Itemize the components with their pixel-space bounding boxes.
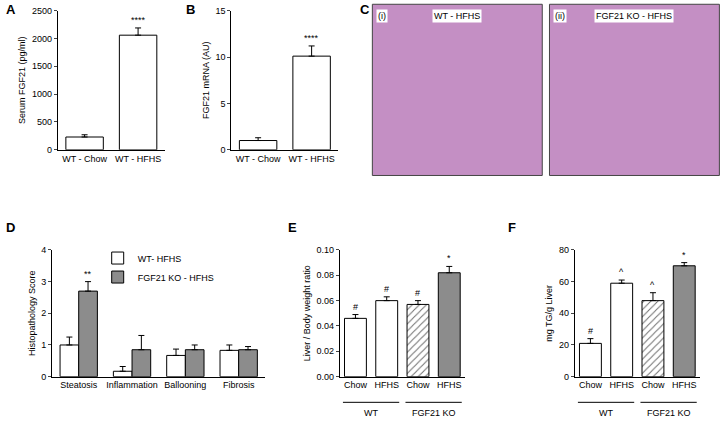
svg-text:FGF21 KO - HFHS: FGF21 KO - HFHS: [596, 11, 672, 21]
svg-text:WT - Chow: WT - Chow: [236, 154, 281, 164]
svg-text:(ii): (ii): [555, 11, 565, 21]
svg-text:HFHS: HFHS: [672, 380, 697, 390]
svg-text:5: 5: [221, 99, 226, 109]
svg-text:Inflammation: Inflammation: [106, 380, 158, 390]
svg-text:80: 80: [559, 245, 569, 255]
svg-text:60: 60: [559, 277, 569, 287]
svg-text:HFHS: HFHS: [609, 380, 634, 390]
svg-text:WT - HFHS: WT - HFHS: [115, 154, 161, 164]
svg-text:2: 2: [41, 308, 46, 318]
svg-text:15: 15: [216, 6, 226, 16]
svg-text:0.00: 0.00: [316, 372, 334, 382]
svg-text:0.02: 0.02: [316, 346, 334, 356]
svg-text:D: D: [6, 220, 15, 235]
svg-text:Liver / Body weight ratio: Liver / Body weight ratio: [302, 265, 312, 361]
svg-text:WT: WT: [364, 408, 378, 418]
svg-text:*: *: [682, 250, 686, 260]
svg-text:FGF21 KO: FGF21 KO: [412, 408, 456, 418]
svg-text:1000: 1000: [32, 89, 52, 99]
svg-text:#: #: [415, 288, 420, 298]
svg-text:#: #: [384, 284, 389, 294]
svg-text:Steatosis: Steatosis: [60, 380, 98, 390]
svg-text:*: *: [447, 253, 451, 263]
svg-text:0: 0: [47, 145, 52, 155]
svg-text:^: ^: [619, 267, 624, 277]
svg-text:HFHS: HFHS: [437, 380, 462, 390]
svg-text:C: C: [360, 2, 370, 17]
svg-text:FGF21 KO: FGF21 KO: [647, 408, 691, 418]
svg-text:0.04: 0.04: [316, 321, 334, 331]
svg-text:4: 4: [41, 245, 46, 255]
svg-text:Chow: Chow: [406, 380, 430, 390]
svg-text:FGF21 KO - HFHS: FGF21 KO - HFHS: [138, 273, 214, 283]
svg-text:Chow: Chow: [641, 380, 665, 390]
svg-text:B: B: [186, 2, 195, 17]
svg-text:0: 0: [564, 372, 569, 382]
svg-text:Serum FGF21 (pg/ml): Serum FGF21 (pg/ml): [17, 36, 27, 124]
svg-text:E: E: [288, 220, 297, 235]
svg-text:#: #: [353, 302, 358, 312]
svg-text:FGF21 mRNA (AU): FGF21 mRNA (AU): [201, 41, 211, 119]
svg-text:**: **: [84, 269, 92, 279]
svg-text:Fibrosis: Fibrosis: [223, 380, 255, 390]
svg-text:1500: 1500: [32, 61, 52, 71]
svg-text:#: #: [588, 326, 593, 336]
svg-text:3: 3: [41, 277, 46, 287]
svg-text:40: 40: [559, 308, 569, 318]
svg-text:WT- HFHS: WT- HFHS: [138, 254, 182, 264]
svg-text:F: F: [508, 220, 516, 235]
svg-text:Chow: Chow: [579, 380, 603, 390]
svg-text:WT: WT: [599, 408, 613, 418]
svg-text:1: 1: [41, 340, 46, 350]
svg-text:0: 0: [221, 145, 226, 155]
svg-text:0.06: 0.06: [316, 296, 334, 306]
svg-text:Ballooning: Ballooning: [164, 380, 206, 390]
svg-text:0: 0: [41, 372, 46, 382]
svg-text:A: A: [6, 2, 16, 17]
svg-text:500: 500: [37, 117, 52, 127]
svg-text:2500: 2500: [32, 6, 52, 16]
svg-text:^: ^: [650, 280, 655, 290]
svg-text:10: 10: [216, 52, 226, 62]
svg-text:****: ****: [131, 15, 146, 25]
svg-text:HFHS: HFHS: [374, 380, 399, 390]
svg-text:WT - HFHS: WT - HFHS: [434, 11, 480, 21]
svg-text:****: ****: [304, 33, 319, 43]
svg-text:Chow: Chow: [344, 380, 368, 390]
svg-text:WT - Chow: WT - Chow: [62, 154, 107, 164]
svg-text:(i): (i): [378, 11, 386, 21]
svg-text:0.08: 0.08: [316, 270, 334, 280]
svg-text:WT - HFHS: WT - HFHS: [288, 154, 334, 164]
svg-text:mg TG/g Liver: mg TG/g Liver: [544, 285, 554, 342]
svg-text:0.10: 0.10: [316, 245, 334, 255]
svg-text:2000: 2000: [32, 34, 52, 44]
svg-text:20: 20: [559, 340, 569, 350]
svg-text:Histopathology Score: Histopathology Score: [27, 271, 37, 357]
